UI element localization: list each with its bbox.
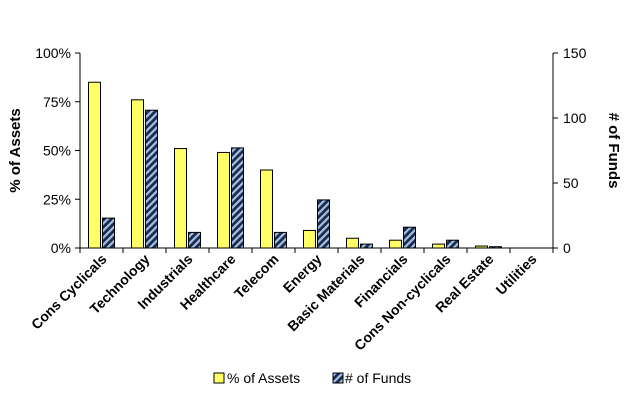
category-label: Cons Cyclicals — [28, 251, 110, 333]
right-tick-label: 0 — [563, 240, 571, 256]
left-axis-title: % of Assets — [7, 108, 24, 192]
bar-assets-cons-cyclicals — [88, 81, 101, 249]
bar-assets-telecom — [260, 169, 273, 249]
right-tick-label: 100 — [563, 110, 587, 126]
bar-funds-healthcare — [231, 147, 244, 249]
left-tick-label: 100% — [35, 45, 71, 61]
bar-funds-technology — [145, 109, 158, 249]
legend: % of Assets # of Funds — [213, 370, 411, 386]
right-axis-title: # of Funds — [605, 113, 622, 189]
legend-label-funds: # of Funds — [345, 370, 411, 386]
left-tick-label: 0% — [51, 240, 71, 256]
bar-funds-energy — [317, 199, 330, 249]
bar-assets-healthcare — [217, 151, 230, 249]
legend-swatch-assets — [213, 372, 225, 384]
right-tick-label: 150 — [563, 45, 587, 61]
bar-funds-basic-materials — [360, 243, 373, 249]
bar-funds-industrials — [188, 231, 201, 249]
bar-assets-energy — [303, 229, 316, 249]
left-tick-label: 25% — [43, 191, 71, 207]
bar-funds-cons-non-cyclicals — [446, 239, 459, 249]
bar-assets-industrials — [174, 148, 187, 249]
category-label: Basic Materials — [284, 251, 368, 335]
bar-assets-basic-materials — [346, 237, 359, 249]
right-tick-label: 50 — [563, 175, 579, 191]
bar-funds-financials — [403, 226, 416, 249]
category-label: Utilities — [493, 251, 540, 298]
bar-assets-technology — [131, 99, 144, 249]
legend-swatch-funds — [332, 372, 344, 384]
category-label: Telecom — [231, 251, 282, 302]
left-tick-label: 75% — [43, 94, 71, 110]
bar-funds-cons-cyclicals — [102, 217, 115, 249]
left-tick-label: 50% — [43, 143, 71, 159]
plot-area — [88, 81, 502, 249]
legend-label-assets: % of Assets — [227, 370, 300, 386]
bar-funds-telecom — [274, 231, 287, 249]
bar-assets-cons-non-cyclicals — [432, 243, 445, 249]
bar-assets-financials — [389, 239, 402, 249]
